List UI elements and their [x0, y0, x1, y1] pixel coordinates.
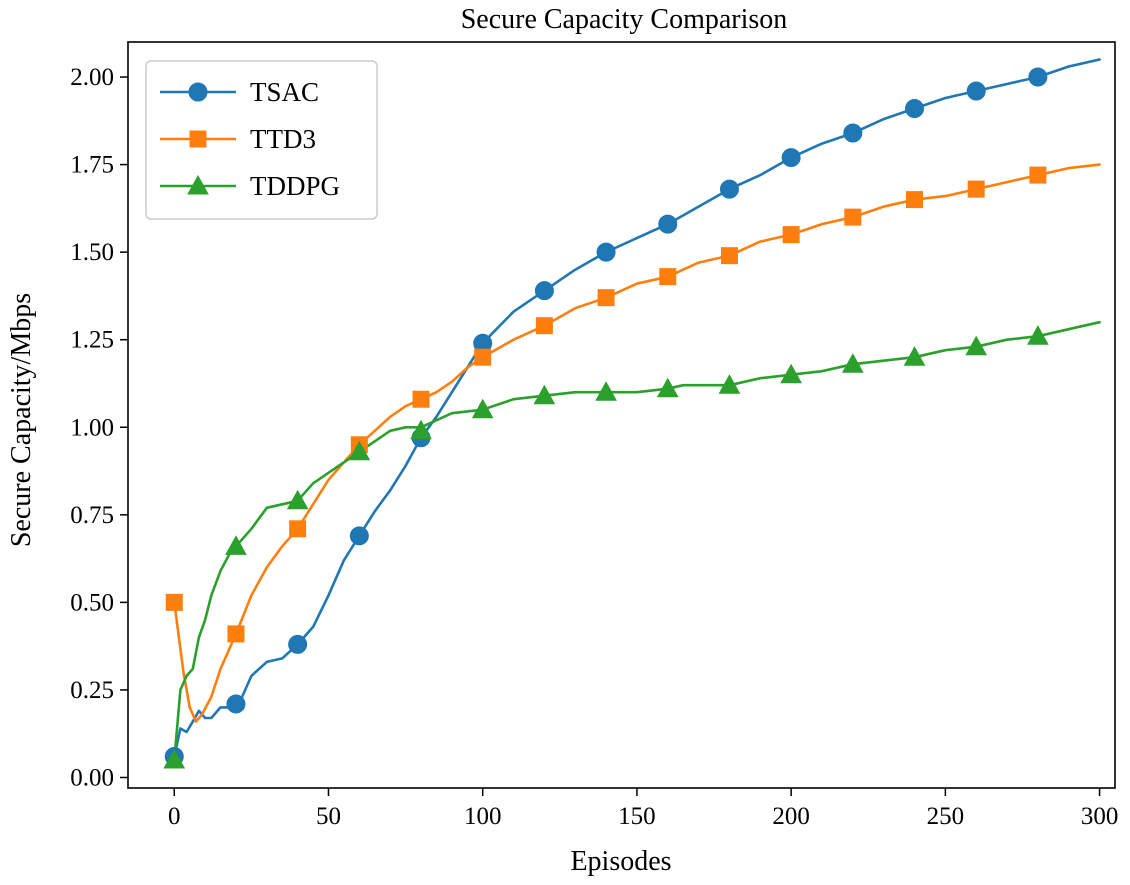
legend-marker-ttd3	[189, 130, 207, 148]
marker-ttd3	[782, 226, 800, 244]
marker-tddpg	[225, 535, 247, 555]
y-axis-ticks: 0.00 0.25 0.50 0.75 1.00 1.25 1.50 1.75 2.00	[70, 64, 128, 791]
legend: TSAC TTD3 TDDPG	[145, 60, 378, 220]
marker-ttd3	[474, 348, 492, 366]
legend-box	[145, 60, 378, 220]
marker-tddpg	[903, 346, 926, 366]
marker-tsac	[719, 179, 739, 199]
marker-ttd3	[165, 593, 183, 611]
series-markers	[163, 67, 1049, 769]
marker-ttd3	[659, 268, 677, 286]
marker-ttd3	[289, 520, 307, 538]
legend-marker-tddpg	[187, 174, 209, 195]
series-line-ttd3	[173, 163, 1101, 723]
plot-frame	[127, 41, 1116, 789]
y-tick-label: 2.00	[70, 64, 114, 91]
marker-tddpg	[410, 419, 432, 440]
marker-tddpg	[1027, 325, 1049, 345]
marker-tddpg	[841, 353, 864, 373]
x-axis-label: Episodes	[570, 846, 671, 877]
x-axis-ticks: 0 50 100 150 200 250 300	[168, 788, 1118, 830]
x-tick-label: 0	[168, 803, 181, 830]
marker-tddpg	[286, 489, 309, 510]
marker-ttd3	[906, 191, 924, 209]
y-tick-label: 1.00	[70, 414, 114, 441]
marker-tddpg	[348, 440, 371, 461]
y-tick-label: 0.25	[70, 677, 114, 704]
marker-tsac	[966, 81, 986, 101]
marker-ttd3	[1029, 166, 1047, 184]
x-tick-label: 50	[316, 803, 341, 830]
legend-marker-tsac	[188, 82, 208, 102]
y-tick-label: 0.75	[70, 502, 114, 529]
marker-ttd3	[597, 289, 615, 307]
y-tick-label: 1.25	[70, 327, 114, 354]
marker-tsac	[349, 526, 369, 546]
x-tick-label: 200	[772, 803, 810, 830]
marker-ttd3	[227, 625, 245, 643]
marker-tsac	[905, 99, 925, 119]
marker-tsac	[534, 281, 554, 301]
legend-label-ttd3: TTD3	[250, 124, 316, 154]
marker-tsac	[1028, 67, 1048, 87]
marker-tsac	[658, 214, 678, 234]
marker-tsac	[596, 242, 616, 262]
x-tick-label: 300	[1081, 803, 1119, 830]
y-tick-label: 0.50	[70, 589, 114, 616]
y-tick-label: 1.75	[70, 152, 114, 179]
marker-tddpg	[965, 335, 988, 356]
marker-tsac	[226, 694, 246, 714]
marker-ttd3	[967, 180, 985, 198]
marker-tddpg	[780, 363, 802, 384]
marker-tsac	[843, 123, 863, 143]
y-tick-label: 0.00	[70, 764, 114, 791]
y-axis-label: Secure Capacity/Mbps	[6, 293, 37, 547]
marker-tsac	[781, 148, 801, 168]
marker-tddpg	[163, 748, 186, 769]
marker-tddpg	[595, 381, 617, 401]
series-line-tsac	[173, 58, 1101, 758]
x-tick-label: 100	[464, 803, 502, 830]
marker-ttd3	[844, 208, 862, 226]
marker-tddpg	[533, 384, 556, 405]
marker-tddpg	[471, 398, 494, 419]
legend-label-tsac: TSAC	[250, 77, 319, 107]
x-tick-label: 150	[618, 803, 656, 830]
legend-label-tddpg: TDDPG	[250, 171, 340, 201]
series-line-tddpg	[173, 320, 1101, 762]
y-tick-label: 1.50	[70, 239, 114, 266]
marker-ttd3	[535, 317, 553, 335]
marker-ttd3	[720, 247, 738, 265]
marker-ttd3	[412, 390, 430, 408]
marker-tddpg	[718, 374, 741, 394]
chart-title: Secure Capacity Comparison	[461, 4, 788, 35]
marker-tddpg	[656, 377, 679, 398]
marker-tsac	[288, 634, 308, 654]
x-tick-label: 250	[927, 803, 965, 830]
